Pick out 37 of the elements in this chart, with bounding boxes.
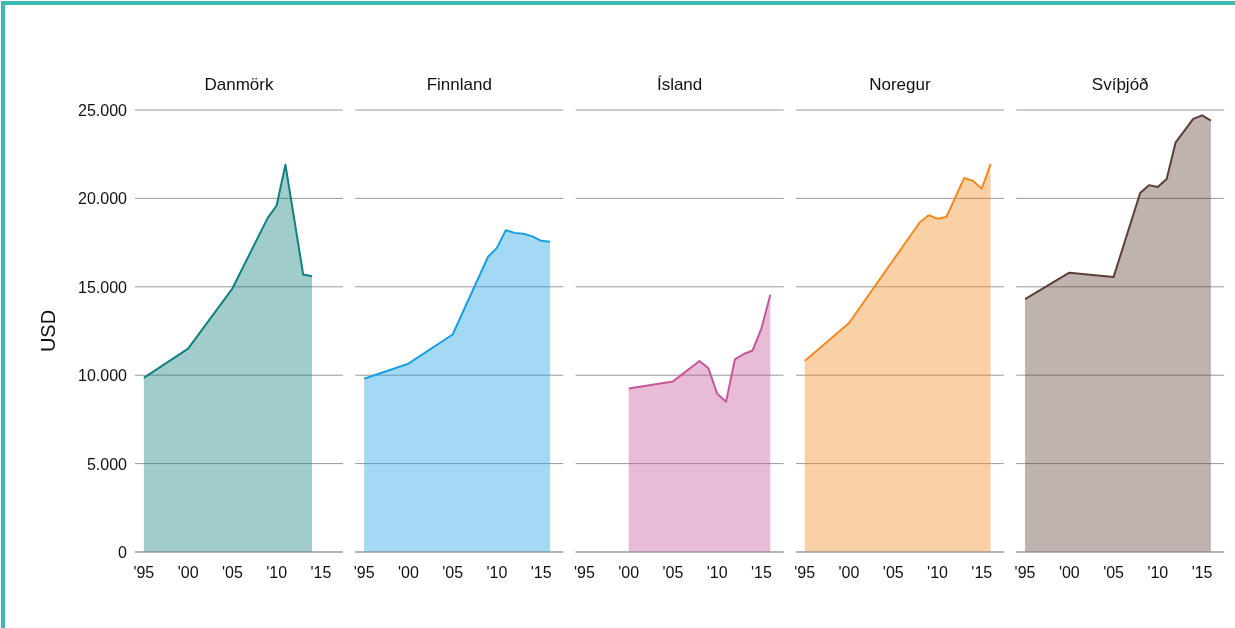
x-tick-label: '95 — [133, 564, 155, 581]
x-tick-label: '10 — [1147, 564, 1169, 581]
y-tick-label: 10.000 — [78, 367, 128, 385]
x-tick-label: '00 — [177, 564, 199, 581]
chart-title: Svíþjóð — [1091, 75, 1149, 94]
x-tick-label: '15 — [971, 564, 993, 581]
chart-title: Ísland — [656, 75, 703, 94]
chart-title: Danmörk — [204, 75, 274, 94]
x-tick-label: '10 — [266, 564, 288, 581]
x-tick-label: '00 — [838, 564, 860, 581]
y-tick-label: 0 — [118, 544, 128, 561]
x-tick-label: '00 — [618, 564, 640, 581]
x-tick-label: '05 — [442, 564, 464, 581]
y-axis-title: USD — [37, 309, 59, 353]
x-tick-label: '10 — [706, 564, 728, 581]
x-tick-label: '05 — [662, 564, 684, 581]
x-tick-label: '95 — [353, 564, 375, 581]
x-tick-label: '05 — [1103, 564, 1125, 581]
x-tick-label: '00 — [1058, 564, 1080, 581]
x-tick-label: '00 — [397, 564, 419, 581]
x-tick-label: '05 — [221, 564, 243, 581]
x-tick-label: '10 — [927, 564, 949, 581]
chart-title: Noregur — [869, 75, 931, 94]
x-tick-label: '15 — [530, 564, 552, 581]
y-tick-label: 20.000 — [78, 190, 128, 208]
chart-title: Finnland — [426, 75, 492, 94]
x-tick-label: '15 — [310, 564, 332, 581]
x-tick-label: '15 — [1191, 564, 1213, 581]
x-tick-label: '10 — [486, 564, 508, 581]
x-tick-label: '95 — [574, 564, 595, 581]
y-tick-label: 5.000 — [86, 455, 128, 473]
y-tick-label: 15.000 — [78, 278, 128, 296]
x-tick-label: '05 — [882, 564, 904, 581]
x-tick-label: '95 — [1014, 564, 1036, 581]
x-tick-label: '15 — [751, 564, 772, 581]
x-tick-label: '95 — [794, 564, 816, 581]
y-tick-label: 25.000 — [78, 102, 128, 119]
